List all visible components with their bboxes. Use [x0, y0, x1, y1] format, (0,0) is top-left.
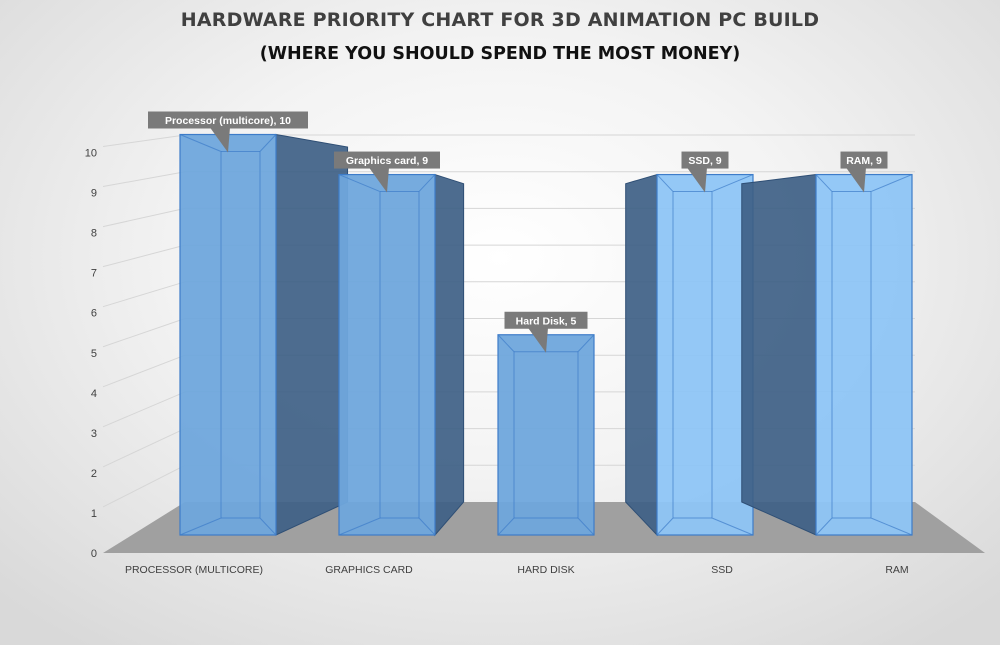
bar-side-face	[275, 133, 349, 536]
data-label-pointer	[528, 327, 548, 353]
bar-side-face	[741, 173, 817, 536]
chart-subtitle: (WHERE YOU SHOULD SPEND THE MOST MONEY)	[259, 44, 741, 64]
bar-inner-edge	[338, 174, 381, 536]
data-label-box	[334, 151, 440, 169]
bar	[741, 173, 913, 536]
bar-inner-edge	[179, 134, 222, 536]
y-tick-label: 8	[91, 228, 97, 240]
data-label: Graphics card, 9	[334, 151, 440, 193]
data-label-text: SSD, 9	[688, 155, 721, 167]
bar	[497, 334, 595, 536]
data-label-pointer	[210, 127, 230, 153]
bar-front-face	[179, 133, 277, 536]
bar	[338, 173, 465, 537]
gridline	[102, 171, 186, 188]
x-category-label: PROCESSOR (MULTICORE)	[125, 564, 263, 576]
bar-front-face	[815, 173, 913, 536]
gridline	[102, 318, 186, 348]
y-axis: 0 1 2 3 4 5 6 7 8 9 10	[85, 148, 97, 561]
data-label-box	[504, 311, 588, 329]
gridline	[102, 391, 186, 428]
data-label-box	[148, 111, 308, 129]
y-tick-label: 2	[91, 468, 97, 480]
bar-side-face	[625, 173, 658, 537]
bar-inner-edge	[815, 174, 833, 536]
data-label-box	[681, 151, 729, 169]
x-category-label: HARD DISK	[517, 564, 574, 576]
gridline	[102, 244, 186, 268]
gridline	[102, 428, 186, 468]
bar	[179, 133, 349, 536]
data-label-text: Processor (multicore), 10	[165, 115, 291, 127]
y-tick-label: 9	[91, 188, 97, 200]
y-tick-label: 1	[91, 508, 97, 520]
chart-title: HARDWARE PRIORITY CHART FOR 3D ANIMATION…	[180, 9, 820, 31]
bar-inner-edge	[711, 174, 754, 536]
y-tick-label: 7	[91, 268, 97, 280]
y-tick-label: 4	[91, 388, 97, 400]
bar-front-face	[497, 334, 595, 536]
gridline	[102, 354, 186, 388]
bar-inner-edge	[418, 174, 436, 536]
data-label-text: Graphics card, 9	[346, 155, 428, 167]
bar-front-face	[338, 173, 436, 536]
data-label-text: Hard Disk, 5	[516, 315, 577, 327]
bar-front-face	[656, 173, 754, 536]
data-label-text: RAM, 9	[846, 155, 882, 167]
bar	[625, 173, 754, 537]
data-label-box	[840, 151, 888, 169]
x-axis: PROCESSOR (MULTICORE) GRAPHICS CARD HARD D…	[125, 564, 909, 576]
data-labels: Processor (multicore), 10 Graphics card, …	[148, 111, 888, 353]
data-label-pointer	[369, 167, 389, 193]
bar-inner-edge	[656, 174, 674, 536]
bar-inner-edge	[497, 334, 515, 536]
bar-inner-edge	[259, 134, 277, 536]
data-label-pointer	[687, 167, 707, 193]
data-label: Processor (multicore), 10	[148, 111, 308, 153]
gridline	[102, 134, 186, 147]
data-label: Hard Disk, 5	[504, 311, 588, 353]
gridline	[102, 281, 186, 308]
x-category-label: RAM	[885, 564, 908, 576]
y-tick-label: 10	[85, 148, 97, 160]
bar-inner-edge	[577, 334, 595, 536]
data-label: RAM, 9	[840, 151, 888, 193]
y-tick-label: 5	[91, 348, 97, 360]
bar-inner-edge	[870, 174, 913, 536]
data-label: SSD, 9	[681, 151, 729, 193]
y-tick-label: 6	[91, 308, 97, 320]
gridline	[102, 207, 186, 228]
bars	[179, 133, 913, 537]
x-category-label: SSD	[711, 564, 733, 576]
y-tick-label: 3	[91, 428, 97, 440]
y-tick-label: 0	[91, 548, 97, 560]
gridline	[102, 464, 186, 508]
bar-side-face	[434, 173, 465, 537]
x-category-label: GRAPHICS CARD	[325, 564, 413, 576]
data-label-pointer	[846, 167, 866, 193]
